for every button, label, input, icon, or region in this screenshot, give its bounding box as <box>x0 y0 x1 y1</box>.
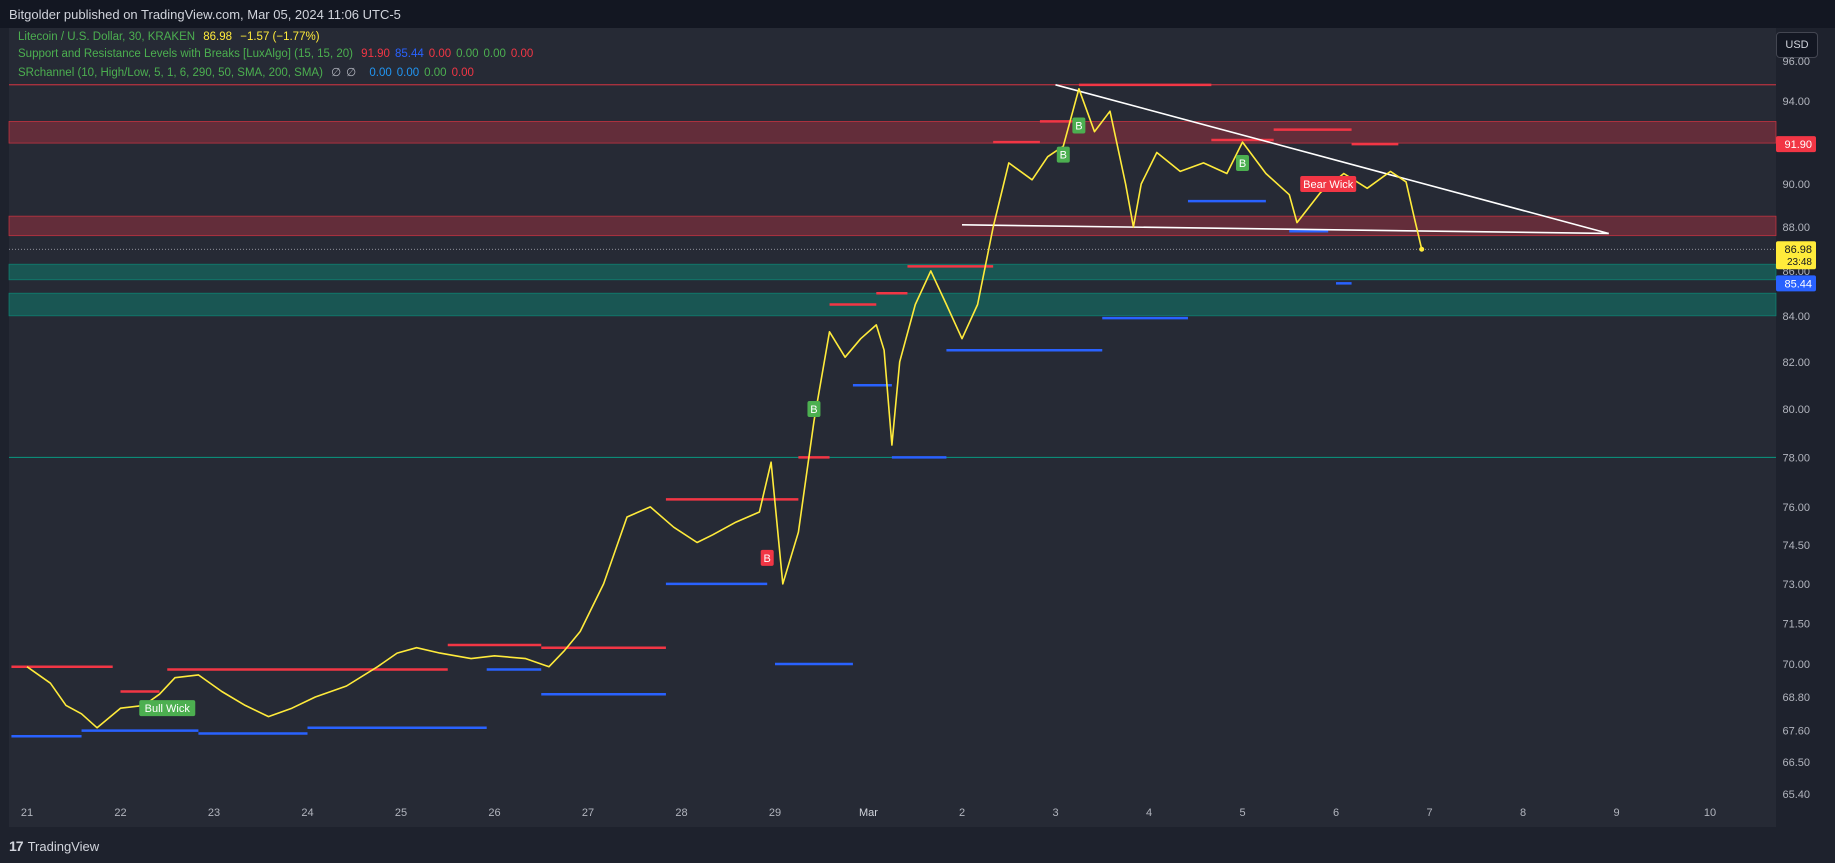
price-axis-badge <box>1776 136 1816 153</box>
bar-countdown: 23:48 <box>1787 257 1812 268</box>
y-tick-label: 76.00 <box>1782 502 1810 514</box>
x-tick-label: 3 <box>1052 807 1058 819</box>
last-price-dot <box>1419 246 1425 252</box>
y-tick-label: 82.00 <box>1782 357 1810 369</box>
x-tick-label: 29 <box>769 807 781 819</box>
x-tick-label: 23 <box>208 807 220 819</box>
x-tick-label: 24 <box>301 807 313 819</box>
x-tick-label: 8 <box>1520 807 1526 819</box>
signal-label-box <box>139 700 196 717</box>
indicator-2-symbol: ∅ <box>346 67 357 79</box>
x-tick-label: 7 <box>1426 807 1432 819</box>
y-tick-label: 68.80 <box>1782 692 1810 704</box>
y-tick-label: 96.00 <box>1782 56 1810 68</box>
price-axis-badge <box>1776 241 1816 270</box>
indicator-2-values: 0.00 0.00 0.00 0.00 <box>369 67 479 79</box>
indicator-2-name[interactable]: SRchannel (10, High/Low, 5, 1, 6, 290, 5… <box>18 67 323 79</box>
x-tick-label: 26 <box>488 807 500 819</box>
chart-pane[interactable] <box>9 28 1776 827</box>
price-axis-badge <box>1776 275 1816 292</box>
currency-button[interactable]: USD <box>1776 32 1818 58</box>
y-tick-label: 73.00 <box>1782 579 1810 591</box>
price-axis-badge-label: 86.98 <box>1784 244 1812 256</box>
x-tick-label: Mar <box>859 807 878 819</box>
price-axis-badge-label: 85.44 <box>1784 278 1812 290</box>
y-tick-label: 66.50 <box>1782 757 1810 769</box>
x-tick-label: 25 <box>395 807 407 819</box>
trendline <box>961 223 1609 235</box>
indicator-2-value: 0.00 <box>451 67 474 79</box>
x-tick-label: 10 <box>1704 807 1716 819</box>
indicator-1-name[interactable]: Support and Resistance Levels with Break… <box>18 48 353 60</box>
indicator-2-symbols: ∅ ∅ <box>331 67 361 79</box>
y-tick-label: 78.00 <box>1782 452 1810 464</box>
y-tick-label: 88.00 <box>1782 222 1810 234</box>
indicator-2-value: 0.00 <box>369 67 392 79</box>
y-tick-label: 80.00 <box>1782 404 1810 416</box>
last-price: 86.98 <box>203 31 233 43</box>
indicator-1-value: 0.00 <box>428 48 452 60</box>
signal-label-box <box>1236 154 1249 171</box>
signal-label: B <box>1060 150 1067 162</box>
y-tick-label: 74.50 <box>1782 540 1810 552</box>
indicator-1-value: 85.44 <box>394 48 424 60</box>
x-tick-label: 21 <box>21 807 33 819</box>
y-tick-label: 71.50 <box>1782 619 1810 631</box>
price-line <box>26 88 1423 729</box>
indicator-2-value: 0.00 <box>396 67 420 79</box>
price-axis-badge-label: 91.90 <box>1784 139 1812 151</box>
x-tick-label: 2 <box>959 807 965 819</box>
trendline <box>1055 84 1609 235</box>
signal-label-box <box>1300 176 1357 193</box>
signal-label: B <box>810 404 817 416</box>
y-tick-label: 94.00 <box>1782 96 1810 108</box>
signal-label: B <box>1075 121 1082 133</box>
sr-zone <box>8 121 1777 144</box>
signal-label-box <box>807 400 821 417</box>
y-tick-label: 67.60 <box>1782 726 1810 738</box>
symbol-name[interactable]: Litecoin / U.S. Dollar, 30, KRAKEN <box>18 31 196 43</box>
x-tick-label: 22 <box>114 807 126 819</box>
y-tick-label: 84.00 <box>1782 311 1810 323</box>
sr-zone <box>8 215 1777 237</box>
x-tick-label: 9 <box>1613 807 1619 819</box>
legend-symbol-row: Litecoin / U.S. Dollar, 30, KRAKEN 86.98… <box>18 31 325 43</box>
signal-label-box <box>1072 117 1086 134</box>
y-tick-label: 65.40 <box>1782 789 1810 801</box>
legend-indicator-2: SRchannel (10, High/Low, 5, 1, 6, 290, 5… <box>18 65 484 79</box>
signal-label-box <box>760 549 774 566</box>
indicator-1-value: 0.00 <box>483 48 506 60</box>
legend-indicator-1: Support and Resistance Levels with Break… <box>18 48 543 60</box>
indicator-2-symbol: ∅ <box>331 67 342 79</box>
x-tick-label: 27 <box>582 807 594 819</box>
y-tick-label: 90.00 <box>1782 179 1810 191</box>
indicator-2-value: 0.00 <box>424 67 447 79</box>
signal-label: B <box>1239 158 1246 170</box>
x-tick-label: 6 <box>1333 807 1339 819</box>
signal-label: Bull Wick <box>145 703 191 715</box>
x-tick-label: 28 <box>675 807 687 819</box>
publish-bar: Bitgolder published on TradingView.com, … <box>0 0 1835 28</box>
price-change: −1.57 (−1.77%) <box>240 31 320 43</box>
indicator-1-values: 91.90 85.44 0.00 0.00 0.00 0.00 <box>361 48 538 60</box>
signal-label: Bear Wick <box>1303 179 1354 191</box>
footer: 17 TradingView <box>9 838 99 854</box>
indicator-1-value: 0.00 <box>456 48 479 60</box>
indicator-1-value: 91.90 <box>361 48 390 60</box>
x-tick-label: 5 <box>1239 807 1245 819</box>
tradingview-logo-icon: 17 <box>9 838 24 854</box>
indicator-1-value: 0.00 <box>510 48 534 60</box>
y-tick-label: 70.00 <box>1782 659 1810 671</box>
sr-zone <box>8 292 1777 317</box>
publish-info: Bitgolder published on TradingView.com, … <box>9 7 401 22</box>
signal-label: B <box>764 553 771 565</box>
sr-zone <box>8 263 1777 281</box>
footer-brand: TradingView <box>27 838 100 854</box>
x-tick-label: 4 <box>1146 807 1152 819</box>
signal-label-box <box>1056 146 1070 163</box>
